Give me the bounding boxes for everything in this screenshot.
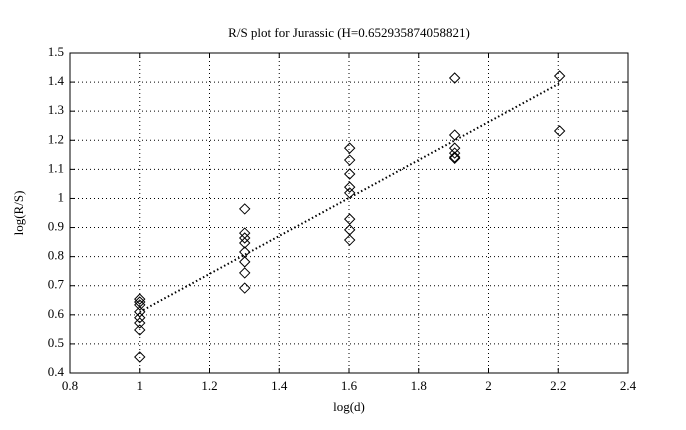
data-point <box>239 232 251 244</box>
data-point <box>448 129 461 141</box>
y-tick-label: 0.4 <box>48 364 65 379</box>
data-point <box>134 299 146 311</box>
y-tick-label: 1.1 <box>48 160 64 175</box>
y-tick-label: 0.7 <box>48 277 65 292</box>
y-tick-label: 0.5 <box>48 335 64 350</box>
data-point <box>553 70 566 82</box>
y-tick-label: 0.9 <box>48 219 64 234</box>
data-point <box>134 312 146 324</box>
x-tick-label: 1.4 <box>271 378 288 393</box>
y-tick-label: 1.3 <box>48 102 64 117</box>
y-tick-label: 1 <box>58 189 65 204</box>
data-point <box>448 72 461 84</box>
data-point <box>239 282 251 294</box>
y-tick-label: 1.5 <box>48 44 64 59</box>
x-tick-label: 2 <box>485 378 492 393</box>
data-point <box>448 147 461 159</box>
data-point <box>239 237 251 249</box>
data-point <box>239 203 251 215</box>
x-tick-label: 1.8 <box>411 378 427 393</box>
data-point <box>553 125 566 137</box>
x-tick-label: 1.2 <box>201 378 217 393</box>
x-tick-label: 2.2 <box>550 378 566 393</box>
x-tick-label: 1.6 <box>341 378 358 393</box>
data-point <box>343 187 356 199</box>
data-point <box>134 306 146 318</box>
data-point <box>134 324 146 336</box>
y-tick-label: 1.4 <box>48 73 65 88</box>
data-point <box>448 152 461 165</box>
chart-title: R/S plot for Jurassic (H=0.6529358740588… <box>228 25 470 40</box>
x-tick-label: 2.4 <box>620 378 637 393</box>
data-point <box>343 142 356 154</box>
data-point <box>343 181 356 193</box>
data-point <box>343 234 356 246</box>
y-tick-label: 1.2 <box>48 131 64 146</box>
data-point <box>134 317 146 329</box>
data-point <box>343 154 356 166</box>
data-point <box>343 168 356 180</box>
data-point <box>448 151 461 163</box>
x-axis-label: log(d) <box>333 399 365 414</box>
data-point <box>134 351 146 363</box>
x-tick-label: 1 <box>137 378 144 393</box>
data-point <box>343 213 356 225</box>
y-tick-label: 0.6 <box>48 306 65 321</box>
y-tick-label: 0.8 <box>48 248 64 263</box>
data-point <box>134 293 146 305</box>
data-point <box>239 256 251 268</box>
x-tick-label: 0.8 <box>62 378 78 393</box>
data-point <box>239 267 251 279</box>
y-axis-label: log(R/S) <box>11 191 26 236</box>
plot-frame <box>69 52 629 374</box>
